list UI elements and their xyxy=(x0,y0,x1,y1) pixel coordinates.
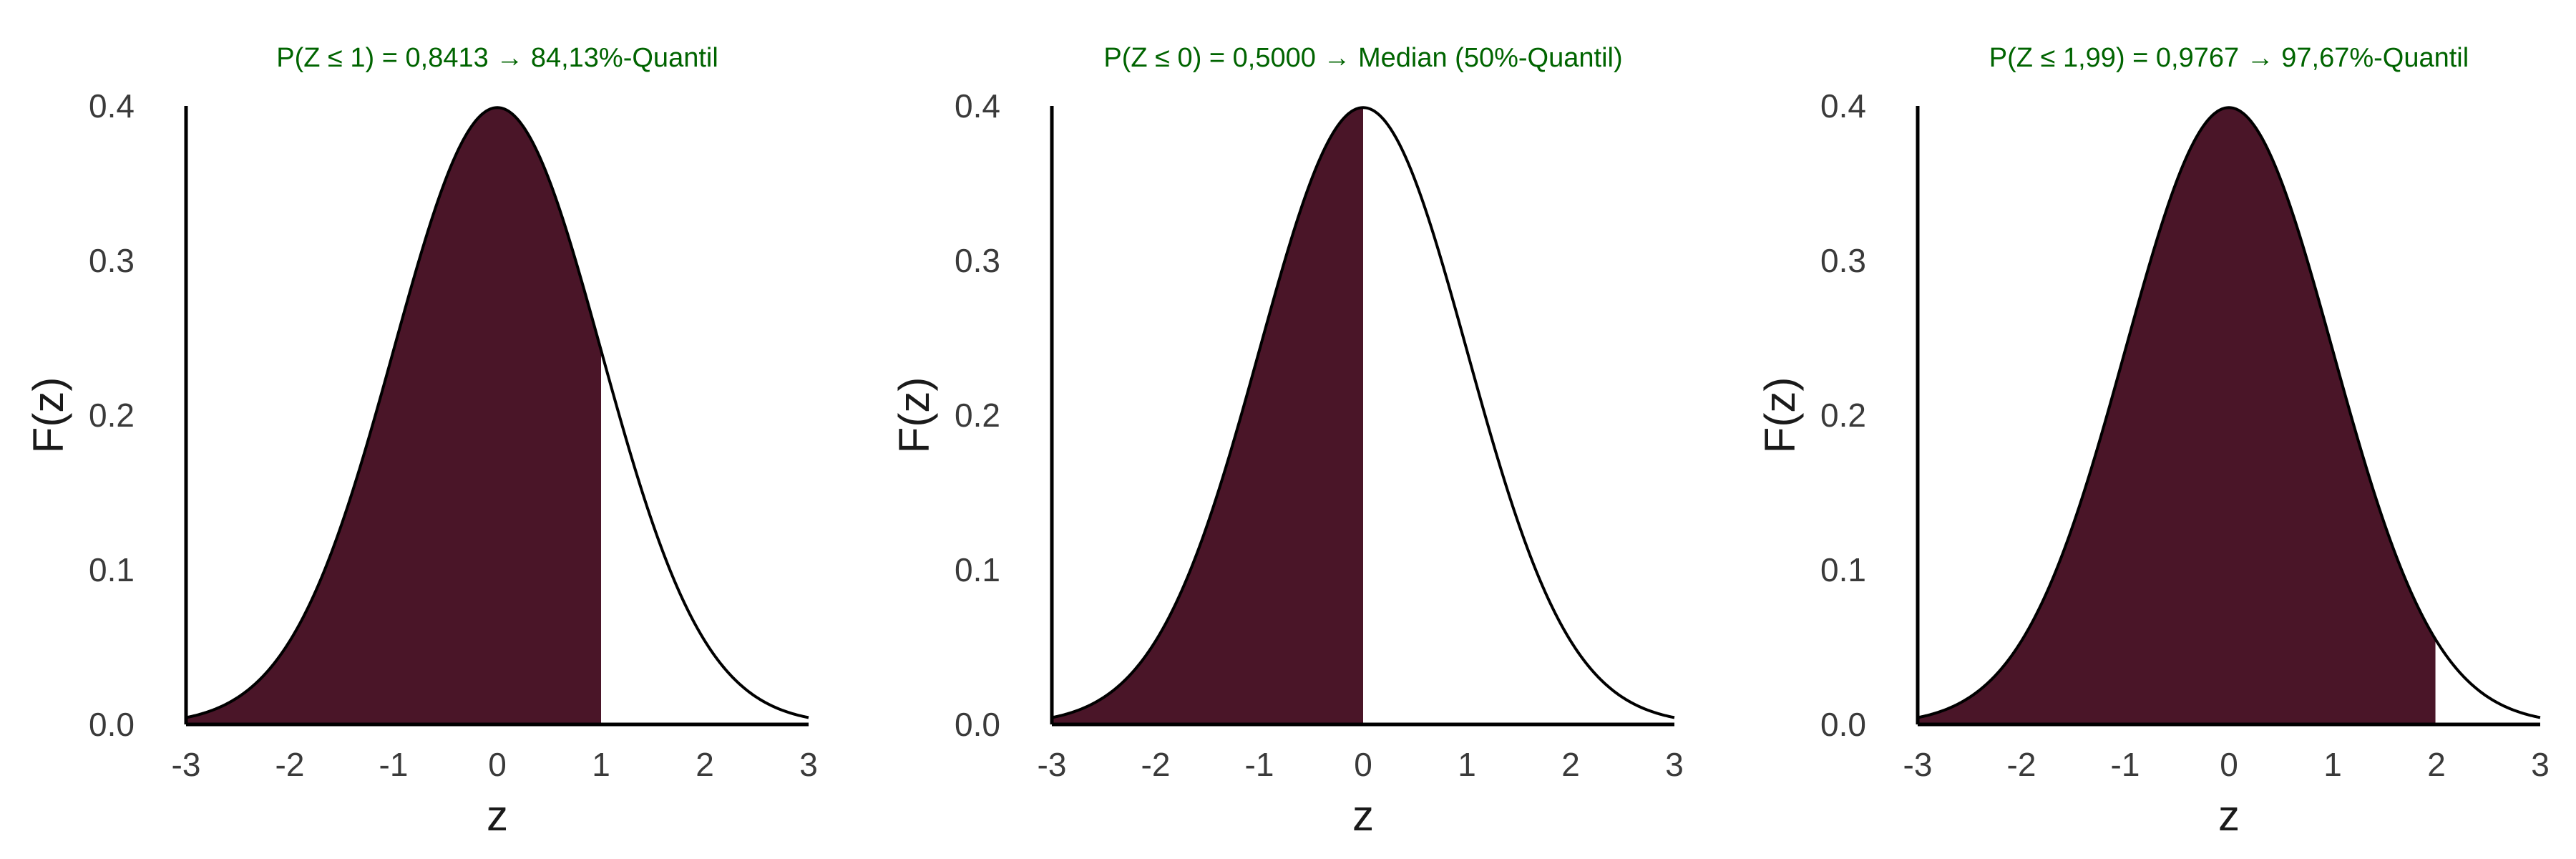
shaded-area xyxy=(186,107,601,724)
y-axis-label: F(z) xyxy=(24,377,72,454)
x-tick-label: 1 xyxy=(1458,746,1476,783)
x-axis-label: z xyxy=(487,792,508,840)
chart-title: P(Z ≤ 0) = 0,5000 → Median (50%-Quantil) xyxy=(1103,43,1622,73)
y-tick-label: 0.1 xyxy=(955,551,1000,588)
density-curve xyxy=(185,106,809,719)
x-tick-label: 3 xyxy=(2531,746,2550,783)
y-tick-label: 0.4 xyxy=(955,87,1000,125)
x-tick-label: -3 xyxy=(172,746,201,783)
y-tick-label: 0.3 xyxy=(1820,242,1866,279)
density-curve xyxy=(1051,106,1675,719)
x-tick-label: -3 xyxy=(1038,746,1067,783)
y-tick-label: 0.3 xyxy=(955,242,1000,279)
chart-panel-2: -3 -2 -1 0 1 2 3 0.0 0.1 0.2 0.3 0.4 z F(z) P(Z ≤ 0) =… xyxy=(890,43,1684,840)
x-tick-label: -1 xyxy=(1245,746,1274,783)
y-tick-label: 0.1 xyxy=(1820,551,1866,588)
x-tick-label: 1 xyxy=(592,746,610,783)
y-tick-label: 0.4 xyxy=(89,87,135,125)
y-tick-label: 0.2 xyxy=(1820,397,1866,434)
chart-panel-3: -3 -2 -1 0 1 2 3 0.0 0.1 0.2 0.3 0.4 z F(z) P(Z ≤ 1,99… xyxy=(1756,43,2550,840)
x-tick-label: 3 xyxy=(799,746,818,783)
x-tick-label: 2 xyxy=(1561,746,1580,783)
x-tick-label: 2 xyxy=(2427,746,2446,783)
shaded-area xyxy=(1052,107,1363,724)
x-tick-label: 2 xyxy=(696,746,714,783)
x-tick-label: 0 xyxy=(488,746,507,783)
x-tick-label: 1 xyxy=(2323,746,2342,783)
y-tick-label: 0.0 xyxy=(89,706,135,743)
x-tick-label: 0 xyxy=(1354,746,1372,783)
shaded-area xyxy=(1918,107,2436,725)
y-axis-label: F(z) xyxy=(1756,377,1804,454)
x-tick-label: -2 xyxy=(275,746,305,783)
y-tick-label: 0.3 xyxy=(89,242,135,279)
density-curve xyxy=(1917,106,2541,719)
y-tick-label: 0.2 xyxy=(955,397,1000,434)
y-tick-label: 0.2 xyxy=(89,397,135,434)
x-tick-label: -2 xyxy=(2007,746,2036,783)
chart-title: P(Z ≤ 1) = 0,8413 → 84,13%-Quantil xyxy=(276,43,718,73)
x-tick-label: -1 xyxy=(2111,746,2140,783)
x-tick-label: -2 xyxy=(1141,746,1171,783)
x-axis-label: z xyxy=(2218,792,2240,840)
y-tick-label: 0.4 xyxy=(1820,87,1866,125)
x-axis-label: z xyxy=(1352,792,1374,840)
x-tick-label: -1 xyxy=(379,746,409,783)
y-tick-label: 0.0 xyxy=(955,706,1000,743)
y-tick-label: 0.0 xyxy=(1820,706,1866,743)
chart-title: P(Z ≤ 1,99) = 0,9767 → 97,67%-Quantil xyxy=(1989,43,2469,73)
y-axis-label: F(z) xyxy=(890,377,938,454)
chart-panel-1: -3 -2 -1 0 1 2 3 0.0 0.1 0.2 0.3 0.4 z F(z) P(Z ≤ 1) =… xyxy=(24,43,818,840)
x-tick-label: 3 xyxy=(1665,746,1684,783)
x-tick-label: 0 xyxy=(2220,746,2238,783)
x-tick-label: -3 xyxy=(1903,746,1933,783)
y-tick-label: 0.1 xyxy=(89,551,135,588)
